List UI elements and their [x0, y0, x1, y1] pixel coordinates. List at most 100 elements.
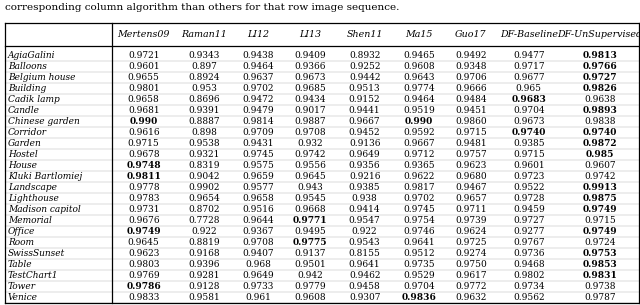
- Text: 0.9734: 0.9734: [513, 282, 545, 292]
- Text: 0.9519: 0.9519: [403, 106, 435, 115]
- Text: 0.897: 0.897: [191, 62, 217, 71]
- Text: 0.9735: 0.9735: [403, 260, 435, 269]
- Text: 0.9492: 0.9492: [455, 51, 486, 60]
- Text: 0.9649: 0.9649: [243, 271, 275, 280]
- Text: 0.9749: 0.9749: [582, 205, 617, 214]
- Text: 0.9715: 0.9715: [455, 128, 486, 137]
- Text: 0.9464: 0.9464: [243, 62, 275, 71]
- Text: 0.9733: 0.9733: [243, 282, 274, 292]
- Text: 0.9638: 0.9638: [584, 95, 616, 104]
- Text: 0.9872: 0.9872: [582, 139, 617, 148]
- Text: 0.9853: 0.9853: [582, 260, 617, 269]
- Text: 0.9622: 0.9622: [403, 172, 435, 181]
- Text: 0.9673: 0.9673: [513, 117, 545, 126]
- Text: 0.9472: 0.9472: [243, 95, 275, 104]
- Text: 0.9753: 0.9753: [582, 249, 617, 258]
- Text: 0.9749: 0.9749: [582, 227, 617, 236]
- Text: 0.9464: 0.9464: [403, 95, 435, 104]
- Text: 0.9683: 0.9683: [511, 95, 546, 104]
- Text: 0.9592: 0.9592: [403, 128, 435, 137]
- Text: 0.9649: 0.9649: [349, 150, 380, 159]
- Text: 0.9708: 0.9708: [294, 128, 326, 137]
- Text: 0.9681: 0.9681: [128, 106, 159, 115]
- Text: 0.9678: 0.9678: [128, 150, 159, 159]
- Text: Garden: Garden: [8, 139, 42, 148]
- Text: 0.9637: 0.9637: [243, 73, 275, 82]
- Text: 0.9152: 0.9152: [349, 95, 380, 104]
- Text: 0.9659: 0.9659: [243, 172, 275, 181]
- Text: 0.9833: 0.9833: [128, 293, 159, 303]
- Text: 0.9749: 0.9749: [126, 227, 161, 236]
- Text: 0.9468: 0.9468: [513, 260, 545, 269]
- Text: 0.9666: 0.9666: [455, 84, 486, 93]
- Text: 0.9875: 0.9875: [582, 194, 617, 203]
- Text: 0.9522: 0.9522: [513, 183, 545, 192]
- Text: 0.9771: 0.9771: [293, 216, 328, 225]
- Text: 0.9441: 0.9441: [349, 106, 380, 115]
- Text: 0.9831: 0.9831: [582, 271, 617, 280]
- Text: corresponding column algorithm than others for that row image sequence.: corresponding column algorithm than othe…: [5, 3, 399, 12]
- Text: Cadik lamp: Cadik lamp: [8, 95, 60, 104]
- Text: 0.990: 0.990: [129, 117, 158, 126]
- Text: 0.9913: 0.9913: [582, 183, 617, 192]
- Text: Balloons: Balloons: [8, 62, 47, 71]
- Text: 0.9543: 0.9543: [349, 239, 380, 247]
- Text: 0.9742: 0.9742: [584, 172, 616, 181]
- Text: 0.9385: 0.9385: [349, 183, 380, 192]
- Text: 0.8819: 0.8819: [188, 239, 220, 247]
- Text: 0.9608: 0.9608: [294, 293, 326, 303]
- Text: 0.9632: 0.9632: [455, 293, 486, 303]
- Text: 0.8702: 0.8702: [188, 205, 220, 214]
- Text: 0.9667: 0.9667: [403, 139, 435, 148]
- Text: 0.9608: 0.9608: [403, 62, 435, 71]
- Text: 0.9657: 0.9657: [455, 194, 486, 203]
- Text: 0.9709: 0.9709: [243, 128, 275, 137]
- Text: 0.9702: 0.9702: [243, 84, 275, 93]
- Text: 0.9042: 0.9042: [188, 172, 220, 181]
- Text: TestChart1: TestChart1: [8, 271, 58, 280]
- Text: 0.9838: 0.9838: [584, 117, 616, 126]
- Text: 0.9414: 0.9414: [349, 205, 380, 214]
- Text: 0.9459: 0.9459: [513, 205, 545, 214]
- Text: Venice: Venice: [8, 293, 38, 303]
- Text: 0.9365: 0.9365: [403, 161, 435, 170]
- Text: 0.9366: 0.9366: [294, 62, 326, 71]
- Text: 0.9712: 0.9712: [403, 150, 435, 159]
- Text: 0.9128: 0.9128: [188, 282, 220, 292]
- Text: 0.9641: 0.9641: [403, 239, 435, 247]
- Text: Madison capitol: Madison capitol: [8, 205, 81, 214]
- Text: 0.9813: 0.9813: [582, 51, 617, 60]
- Text: 0.9655: 0.9655: [128, 73, 159, 82]
- Text: 0.9708: 0.9708: [243, 239, 275, 247]
- Text: 0.9715: 0.9715: [584, 216, 616, 225]
- Text: 0.9575: 0.9575: [243, 161, 275, 170]
- Text: 0.9645: 0.9645: [128, 239, 159, 247]
- Text: 0.942: 0.942: [298, 271, 323, 280]
- Text: 0.9367: 0.9367: [243, 227, 275, 236]
- Text: 0.9467: 0.9467: [455, 183, 486, 192]
- Text: 0.9673: 0.9673: [294, 73, 326, 82]
- Text: 0.9643: 0.9643: [403, 73, 435, 82]
- Text: 0.922: 0.922: [352, 227, 378, 236]
- Text: 0.9442: 0.9442: [349, 73, 380, 82]
- Text: 0.9766: 0.9766: [582, 62, 617, 71]
- Text: 0.9786: 0.9786: [126, 282, 161, 292]
- Text: 0.9860: 0.9860: [455, 117, 486, 126]
- Text: 0.943: 0.943: [298, 183, 323, 192]
- Text: 0.9607: 0.9607: [584, 161, 616, 170]
- Text: 0.9724: 0.9724: [584, 239, 616, 247]
- Text: Raman11: Raman11: [181, 30, 227, 39]
- Text: 0.9748: 0.9748: [126, 161, 161, 170]
- Text: Table: Table: [8, 260, 32, 269]
- Text: 0.9616: 0.9616: [128, 128, 159, 137]
- Text: 0.9501: 0.9501: [294, 260, 326, 269]
- Text: 0.9721: 0.9721: [128, 51, 159, 60]
- Text: Office: Office: [8, 227, 35, 236]
- Text: Room: Room: [8, 239, 34, 247]
- Text: 0.9803: 0.9803: [128, 260, 159, 269]
- Text: 0.9516: 0.9516: [243, 205, 275, 214]
- Text: 0.9715: 0.9715: [513, 150, 545, 159]
- Text: 0.9645: 0.9645: [294, 172, 326, 181]
- Text: 0.8319: 0.8319: [188, 161, 220, 170]
- Text: 0.9431: 0.9431: [243, 139, 275, 148]
